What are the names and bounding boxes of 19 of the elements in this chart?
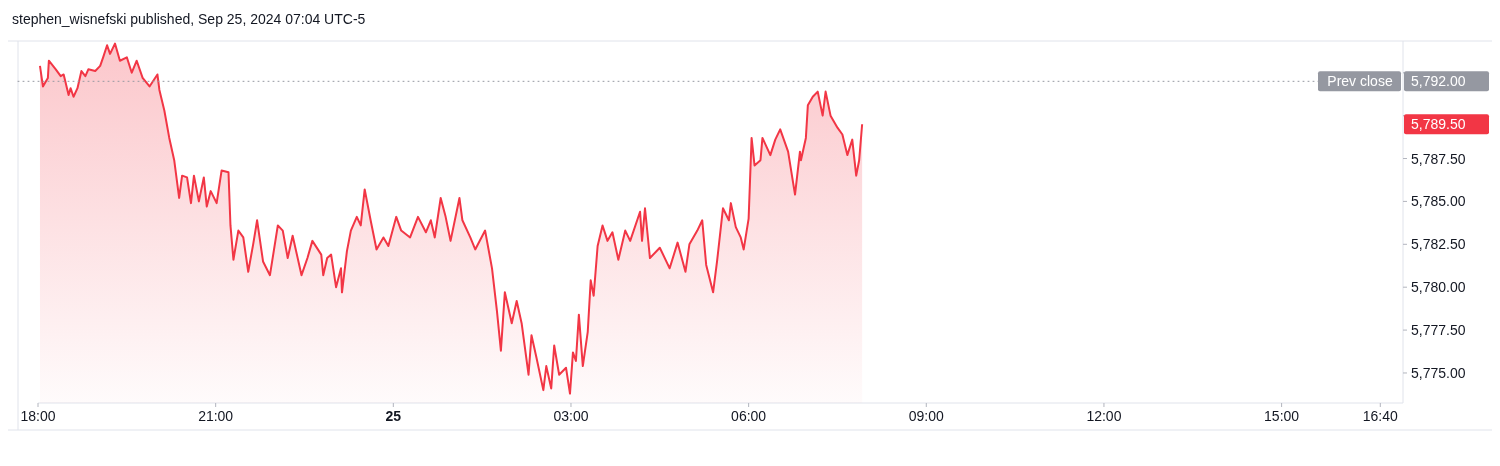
- x-tick-label: 16:40: [1362, 408, 1399, 424]
- y-tick-label: 5,782.50: [1411, 236, 1466, 253]
- chart-title: stephen_wisnefski published, Sep 25, 2024 07:04 UTC-5: [12, 11, 366, 27]
- y-tick-label: 5,787.50: [1411, 150, 1466, 167]
- ref-line-label: Prev close: [1327, 73, 1393, 90]
- x-tick-label: 12:00: [1086, 408, 1122, 424]
- text: 5,792.00: [1411, 73, 1466, 90]
- y-tick-label: 5,775.00: [1411, 364, 1466, 381]
- x-tick-label: 03:00: [553, 408, 589, 424]
- y-tick-label: 5,785.00: [1411, 193, 1466, 210]
- x-tick-label: 06:00: [731, 408, 767, 424]
- y-tick-label: 5,780.00: [1411, 279, 1466, 296]
- x-tick-label: 09:00: [908, 408, 945, 424]
- x-tick-label: 15:00: [1264, 408, 1300, 424]
- text: 5,789.50: [1411, 116, 1466, 133]
- x-tick-label: 18:00: [20, 408, 56, 424]
- x-tick-label: 25: [385, 408, 402, 424]
- x-tick-label: 21:00: [198, 408, 234, 424]
- y-tick-label: 5,777.50: [1411, 322, 1466, 339]
